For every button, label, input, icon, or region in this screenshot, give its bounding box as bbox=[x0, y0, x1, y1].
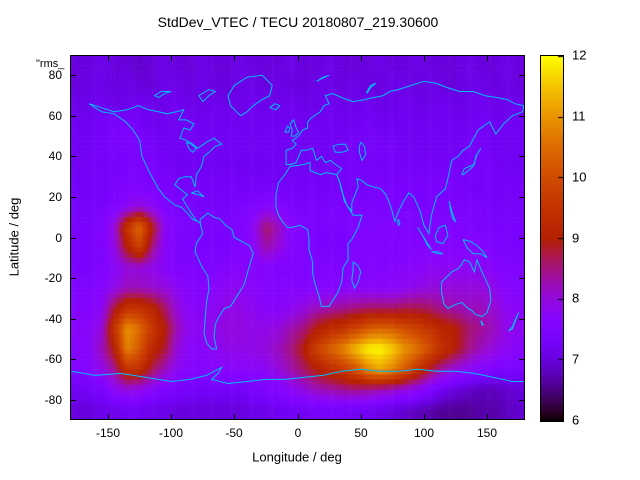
coastline-path bbox=[417, 227, 432, 251]
colorbar-tick-label: 12 bbox=[572, 47, 587, 63]
colorbar-tick-label: 11 bbox=[572, 108, 586, 124]
heatmap-canvas bbox=[70, 55, 525, 420]
coastlines-overlay bbox=[71, 74, 525, 385]
y-tick-label: 60 bbox=[48, 109, 62, 123]
y-tick-label: 0 bbox=[55, 231, 62, 245]
axes-frame bbox=[70, 55, 525, 420]
coastline-path bbox=[185, 141, 198, 154]
coastline-path bbox=[441, 258, 492, 318]
y-tick-label: -60 bbox=[44, 352, 62, 366]
coastline-path bbox=[153, 91, 172, 99]
colorbar-tick-label: 8 bbox=[572, 290, 580, 306]
y-tick-label: 80 bbox=[48, 68, 62, 82]
x-tick-label: -100 bbox=[158, 426, 184, 440]
coastline-path bbox=[434, 224, 449, 245]
coastline-path bbox=[462, 239, 488, 259]
x-tick-label: -50 bbox=[225, 426, 243, 440]
colorbar bbox=[540, 55, 564, 422]
coastline-path bbox=[275, 161, 363, 307]
coastline-path bbox=[191, 190, 205, 198]
x-tick-label: 0 bbox=[294, 426, 302, 440]
y-tick-label: -20 bbox=[44, 271, 62, 285]
y-tick-label: -40 bbox=[44, 312, 62, 326]
coastline-path bbox=[448, 200, 457, 223]
coastline-path bbox=[461, 148, 482, 176]
colorbar-tick-labels: 6 7 8 9 10 11 12 bbox=[572, 48, 612, 428]
y-axis-tick-labels: -80 -60 -40 -20 0 20 40 60 80 bbox=[0, 55, 62, 420]
coastline-path bbox=[194, 212, 254, 350]
x-tick-label: 100 bbox=[413, 426, 435, 440]
coastline-path bbox=[289, 118, 300, 137]
coastline-path bbox=[227, 74, 273, 117]
plot-border bbox=[70, 55, 525, 420]
colorbar-canvas bbox=[541, 56, 563, 421]
coastline-path bbox=[366, 82, 377, 94]
x-axis-tick-labels: -150 -100 -50 0 50 100 150 bbox=[70, 426, 525, 442]
x-axis-title: Longitude / deg bbox=[252, 449, 342, 465]
coastline-path bbox=[508, 312, 520, 332]
coastline-path bbox=[358, 141, 367, 162]
colorbar-tick-label: 7 bbox=[572, 351, 580, 367]
plot-area bbox=[70, 55, 525, 420]
y-tick-label: 40 bbox=[48, 149, 62, 163]
y-tick-label: -80 bbox=[44, 393, 62, 407]
rms-corner-label: "rms_ bbox=[36, 58, 65, 70]
y-tick-label: 20 bbox=[48, 190, 62, 204]
coastline-path bbox=[480, 320, 485, 326]
colorbar-tick-label: 10 bbox=[572, 169, 587, 185]
coastline-path bbox=[332, 143, 349, 153]
colorbar-tick-label: 9 bbox=[572, 230, 580, 246]
coastline-path bbox=[71, 365, 524, 385]
coastline-path bbox=[351, 261, 362, 290]
chart-title: StdDev_VTEC / TECU 20180807_219.30600 bbox=[157, 14, 439, 30]
coastline-path bbox=[88, 103, 223, 224]
coastline-path bbox=[198, 88, 217, 102]
x-tick-label: -150 bbox=[95, 426, 121, 440]
coastline-path bbox=[396, 219, 401, 227]
x-tick-label: 50 bbox=[354, 426, 368, 440]
coastline-path bbox=[284, 125, 291, 133]
x-tick-label: 150 bbox=[476, 426, 498, 440]
coastline-path bbox=[269, 103, 281, 111]
coastline-path bbox=[316, 74, 330, 82]
coastline-path bbox=[431, 251, 443, 255]
colorbar-tick-label: 6 bbox=[572, 412, 580, 428]
